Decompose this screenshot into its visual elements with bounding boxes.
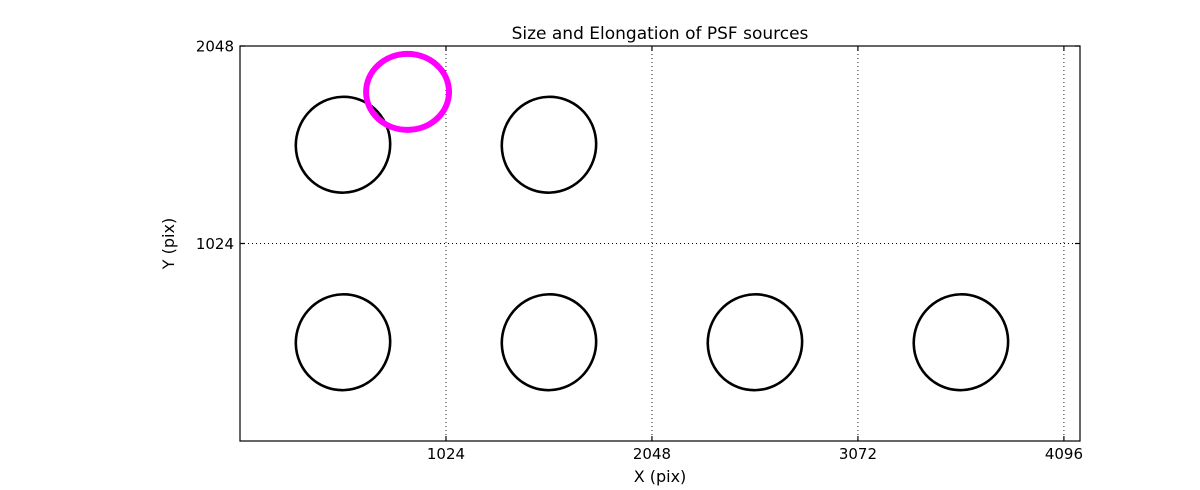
x-axis-label: X (pix) [634, 467, 687, 486]
y-tick-label: 1024 [196, 235, 234, 253]
psf-ellipse-3 [294, 293, 392, 392]
plot-title: Size and Elongation of PSF sources [512, 24, 809, 44]
x-tick-label: 3072 [839, 445, 877, 463]
x-tick-label: 2048 [633, 445, 671, 463]
psf-ellipse-1 [294, 95, 392, 194]
psf-ellipse-2 [500, 95, 598, 194]
psf-ellipse-5 [706, 293, 804, 392]
y-axis-label: Y (pix) [159, 218, 178, 270]
psf-ellipse-highlight [363, 50, 452, 133]
psf-ellipse-4 [500, 293, 598, 392]
x-tick-label: 4096 [1045, 445, 1083, 463]
psf-ellipse-6 [912, 293, 1010, 392]
x-tick-label: 1024 [427, 445, 465, 463]
y-tick-label: 2048 [196, 38, 234, 56]
